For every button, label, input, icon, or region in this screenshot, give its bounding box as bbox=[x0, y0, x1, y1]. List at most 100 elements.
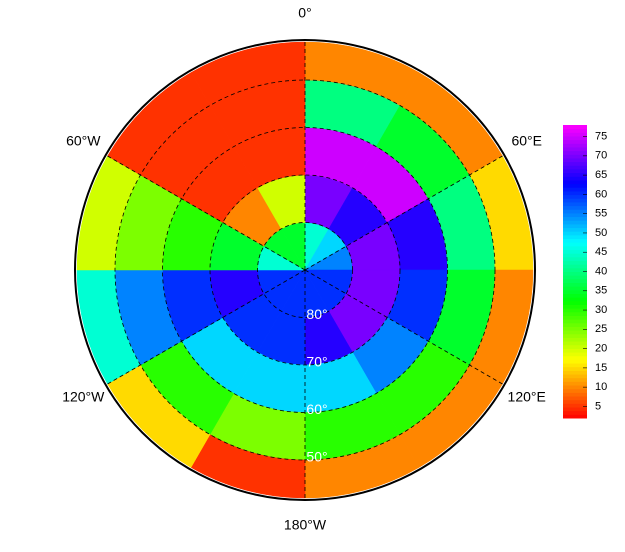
colorbar-segment bbox=[563, 249, 587, 254]
colorbar-segment bbox=[563, 286, 587, 291]
colorbar-segment bbox=[563, 125, 587, 130]
colorbar-segment bbox=[563, 308, 587, 313]
colorbar-segment bbox=[563, 322, 587, 327]
longitude-label: 120°W bbox=[62, 389, 105, 405]
colorbar-segment bbox=[563, 194, 587, 199]
latitude-label: 60° bbox=[306, 401, 327, 417]
latitude-line bbox=[162, 127, 448, 413]
colorbar-segment bbox=[563, 150, 587, 155]
latitude-label: 80° bbox=[306, 306, 327, 322]
colorbar-tick-label: 10 bbox=[595, 381, 607, 393]
colorbar-segment bbox=[563, 410, 587, 415]
colorbar-segment bbox=[563, 245, 587, 251]
colorbar-tick-label: 30 bbox=[595, 304, 607, 316]
colorbar-segment bbox=[563, 315, 587, 320]
colorbar-tick-label: 75 bbox=[595, 130, 607, 142]
meridian-line bbox=[105, 154, 306, 271]
colorbar-segment bbox=[563, 256, 587, 262]
colorbar-segment bbox=[563, 183, 587, 188]
colorbar-segment bbox=[563, 198, 587, 203]
colorbar-segment bbox=[563, 278, 587, 283]
colorbar-tick-label: 50 bbox=[595, 227, 607, 239]
colorbar-segment bbox=[563, 293, 587, 298]
colorbar-segment bbox=[563, 201, 587, 207]
colorbar-segment bbox=[563, 363, 587, 368]
colorbar-segment bbox=[563, 264, 587, 269]
colorbar: 5 10 15 20 25 30 35 40 45 50 55 60 65 70 75 bbox=[563, 125, 607, 419]
latitude-line bbox=[257, 222, 353, 318]
colorbar-segment bbox=[563, 300, 587, 305]
colorbar-tick-label: 65 bbox=[595, 169, 607, 181]
colorbar-segment bbox=[563, 209, 587, 214]
labels: 80° 70° 60° 50° 0° 60°E 120°E 180°W 120°W 60°W bbox=[62, 5, 546, 533]
colorbar-segment bbox=[563, 388, 587, 393]
colorbar-tick-label: 25 bbox=[595, 323, 607, 335]
colorbar-segment bbox=[563, 381, 587, 386]
colorbar-segment bbox=[563, 161, 587, 166]
colorbar-segment bbox=[563, 205, 587, 210]
longitude-label: 60°W bbox=[66, 133, 101, 149]
colorbar-segment bbox=[563, 392, 587, 397]
colorbar-segment bbox=[563, 190, 587, 196]
longitude-label: 60°E bbox=[511, 133, 542, 149]
colorbar-segment bbox=[563, 242, 587, 247]
colorbar-segment bbox=[563, 176, 587, 181]
colorbar-segment bbox=[563, 253, 587, 258]
colorbar-segment bbox=[563, 143, 587, 148]
latitude-label: 70° bbox=[306, 354, 327, 370]
colorbar-tick-label: 20 bbox=[595, 343, 607, 355]
colorbar-segment bbox=[563, 344, 587, 349]
colorbar-segment bbox=[563, 341, 587, 346]
meridian-line bbox=[304, 269, 505, 386]
colorbar-segment bbox=[563, 146, 587, 152]
colorbar-segment bbox=[563, 132, 587, 137]
longitude-label: 0° bbox=[298, 5, 311, 21]
colorbar-segment bbox=[563, 297, 587, 302]
colorbar-segment bbox=[563, 374, 587, 379]
colorbar-segment bbox=[563, 326, 587, 331]
colorbar-segment bbox=[563, 304, 587, 309]
colorbar-segment bbox=[563, 260, 587, 265]
colorbar-segment bbox=[563, 352, 587, 357]
latitude-line bbox=[114, 79, 496, 461]
colorbar-segment bbox=[563, 179, 587, 185]
colorbar-segment bbox=[563, 227, 587, 232]
colorbar-segment bbox=[563, 216, 587, 221]
colorbar-segment bbox=[563, 128, 587, 133]
colorbar-segment bbox=[563, 187, 587, 192]
colorbar-segment bbox=[563, 168, 587, 174]
colorbar-segment bbox=[563, 359, 587, 364]
graticule bbox=[105, 40, 505, 500]
colorbar-segment bbox=[563, 330, 587, 335]
meridian-line bbox=[105, 269, 306, 386]
longitude-label: 120°E bbox=[508, 389, 546, 405]
map-border bbox=[74, 39, 536, 501]
colorbar-segment bbox=[563, 337, 587, 342]
colorbar-segment bbox=[563, 267, 587, 272]
colorbar-segment bbox=[563, 403, 587, 408]
colorbar-tick-label: 15 bbox=[595, 362, 607, 374]
colorbar-segment bbox=[563, 157, 587, 163]
colorbar-segment bbox=[563, 311, 587, 316]
colorbar-segment bbox=[563, 154, 587, 159]
colorbar-tick-label: 70 bbox=[595, 150, 607, 162]
colorbar-segment bbox=[563, 271, 587, 276]
colorbar-segment bbox=[563, 135, 587, 141]
colorbar-segment bbox=[563, 385, 587, 390]
colorbar-segment bbox=[563, 231, 587, 236]
colorbar-tick-label: 55 bbox=[595, 208, 607, 220]
colorbar-segment bbox=[563, 289, 587, 294]
colorbar-segment bbox=[563, 407, 587, 412]
colorbar-segment bbox=[563, 414, 587, 419]
latitude-label: 50° bbox=[306, 449, 327, 465]
colorbar-segment bbox=[563, 275, 587, 280]
colorbar-tick-label: 45 bbox=[595, 246, 607, 258]
colorbar-segment bbox=[563, 366, 587, 371]
colorbar-segment bbox=[563, 333, 587, 338]
colorbar-segment bbox=[563, 238, 587, 243]
colorbar-segment bbox=[563, 223, 587, 229]
colorbar-tick-label: 5 bbox=[595, 400, 601, 412]
colorbar-segment bbox=[563, 172, 587, 177]
field bbox=[76, 41, 534, 499]
